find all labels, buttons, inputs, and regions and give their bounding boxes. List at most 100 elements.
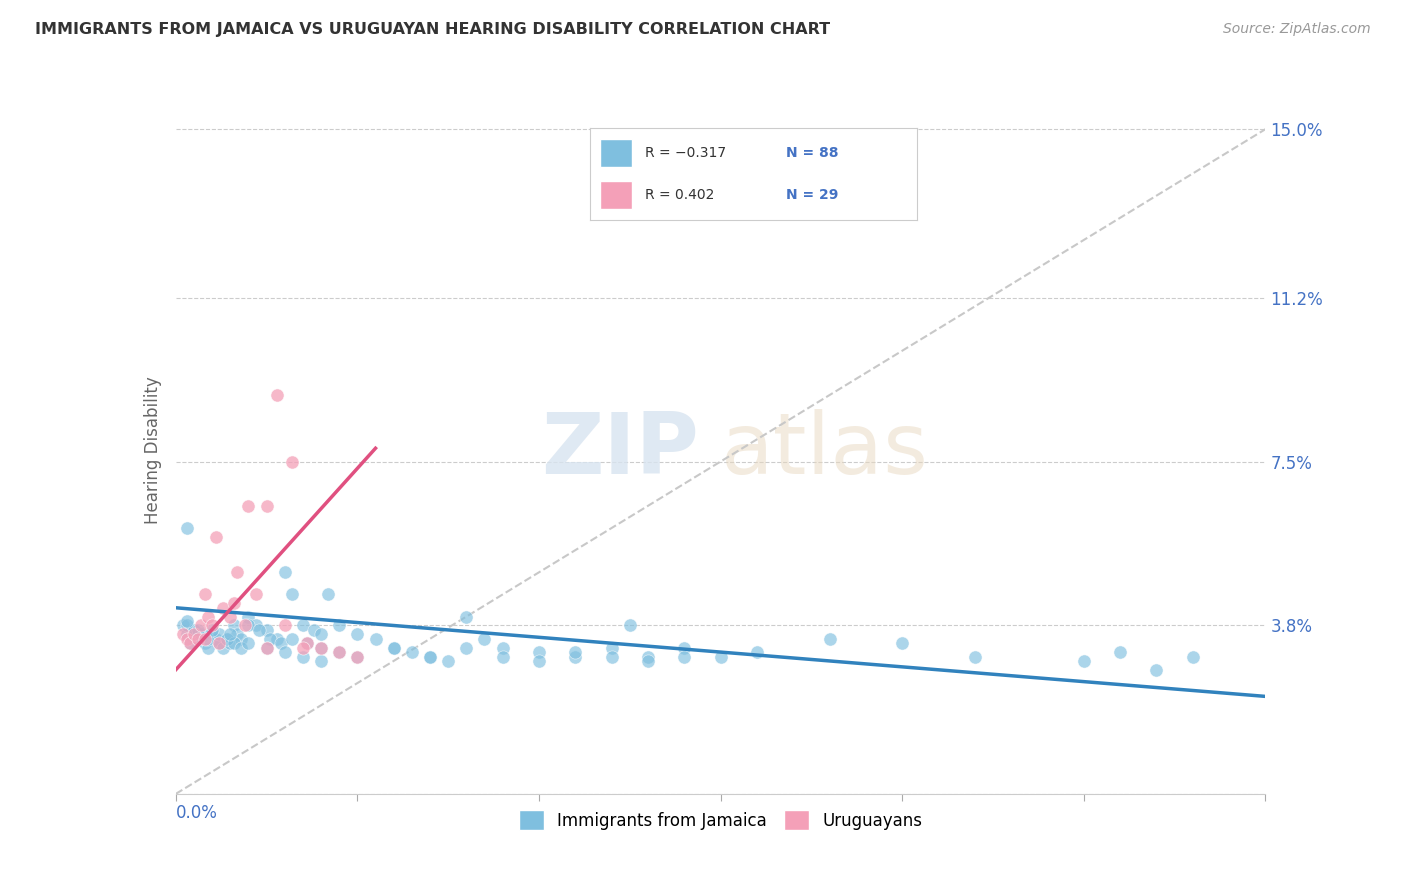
Point	[527, 645, 550, 659]
Text: 0.0%: 0.0%	[176, 805, 218, 822]
Point	[238, 499, 260, 513]
Point	[302, 623, 325, 637]
Point	[1146, 663, 1168, 677]
Point	[295, 636, 318, 650]
Text: atlas: atlas	[721, 409, 928, 492]
Point	[346, 649, 368, 664]
Point	[208, 627, 231, 641]
Point	[215, 632, 238, 646]
Point	[346, 627, 368, 641]
Point	[474, 632, 496, 646]
Point	[256, 640, 278, 655]
Point	[226, 566, 249, 580]
Point	[281, 587, 304, 601]
Point	[291, 649, 314, 664]
Point	[1109, 645, 1132, 659]
Point	[637, 649, 659, 664]
Point	[176, 521, 198, 535]
Point	[346, 649, 368, 664]
Point	[456, 640, 478, 655]
Point	[564, 645, 586, 659]
Point	[259, 632, 281, 646]
Point	[1073, 654, 1095, 668]
Point	[309, 654, 332, 668]
Point	[564, 649, 586, 664]
Point	[233, 618, 256, 632]
Point	[238, 618, 260, 632]
Point	[256, 499, 278, 513]
Point	[309, 640, 332, 655]
Point	[710, 649, 733, 664]
Point	[201, 618, 224, 632]
Point	[245, 618, 267, 632]
Point	[179, 636, 201, 650]
Point	[891, 636, 914, 650]
Point	[492, 649, 515, 664]
Point	[194, 636, 217, 650]
Point	[238, 636, 260, 650]
Point	[619, 618, 641, 632]
Point	[204, 632, 226, 646]
Point	[600, 649, 623, 664]
Point	[328, 618, 350, 632]
Point	[186, 623, 209, 637]
Point	[186, 627, 209, 641]
Point	[963, 649, 986, 664]
Point	[637, 654, 659, 668]
Point	[274, 645, 297, 659]
Point	[197, 640, 219, 655]
Text: ZIP: ZIP	[541, 409, 699, 492]
Point	[281, 632, 304, 646]
Point	[194, 587, 217, 601]
Point	[318, 587, 340, 601]
Point	[219, 609, 242, 624]
Point	[256, 623, 278, 637]
Point	[527, 654, 550, 668]
Point	[1181, 649, 1204, 664]
Point	[256, 640, 278, 655]
Point	[291, 640, 314, 655]
Point	[219, 636, 242, 650]
Point	[190, 632, 212, 646]
Point	[222, 618, 245, 632]
Point	[212, 600, 235, 615]
Point	[382, 640, 405, 655]
Point	[295, 636, 318, 650]
Point	[197, 609, 219, 624]
Point	[186, 632, 209, 646]
Point	[190, 618, 212, 632]
Point	[382, 640, 405, 655]
Point	[818, 632, 841, 646]
Point	[197, 632, 219, 646]
Point	[215, 632, 238, 646]
Point	[172, 627, 194, 641]
Point	[219, 627, 242, 641]
Legend: Immigrants from Jamaica, Uruguayans: Immigrants from Jamaica, Uruguayans	[512, 804, 929, 837]
Point	[172, 618, 194, 632]
Point	[291, 618, 314, 632]
Point	[309, 627, 332, 641]
Point	[456, 609, 478, 624]
Point	[176, 618, 198, 632]
Point	[183, 623, 205, 637]
Point	[673, 649, 696, 664]
Point	[600, 640, 623, 655]
Text: IMMIGRANTS FROM JAMAICA VS URUGUAYAN HEARING DISABILITY CORRELATION CHART: IMMIGRANTS FROM JAMAICA VS URUGUAYAN HEA…	[35, 22, 831, 37]
Point	[364, 632, 387, 646]
Point	[309, 640, 332, 655]
Point	[673, 640, 696, 655]
Point	[179, 636, 201, 650]
Point	[274, 566, 297, 580]
Point	[266, 632, 288, 646]
Point	[437, 654, 460, 668]
Point	[266, 388, 288, 402]
Point	[401, 645, 423, 659]
Point	[270, 636, 292, 650]
Point	[328, 645, 350, 659]
Point	[281, 454, 304, 468]
Point	[176, 632, 198, 646]
Point	[190, 627, 212, 641]
Point	[419, 649, 441, 664]
Point	[419, 649, 441, 664]
Point	[274, 618, 297, 632]
